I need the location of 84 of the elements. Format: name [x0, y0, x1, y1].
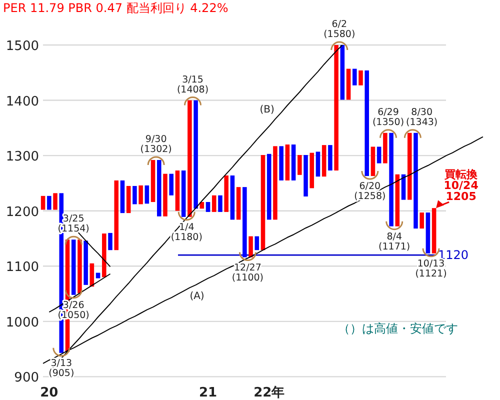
bar: [328, 145, 332, 170]
chart-title: PER 11.79 PBR 0.47 配当利回り 4.22%: [3, 1, 228, 15]
bar: [53, 193, 58, 210]
bar: [230, 175, 235, 220]
annotation: 8/30 (1343): [406, 106, 438, 128]
bar: [266, 154, 272, 220]
y-tick-label: 1400: [6, 94, 39, 110]
bar: [407, 132, 412, 200]
bar: [389, 132, 394, 226]
x-tick-label: 20: [40, 386, 58, 400]
bar: [298, 155, 302, 175]
bar: [163, 174, 168, 216]
bar: [420, 212, 424, 229]
bar: [346, 68, 351, 100]
annotation: 6/29 (1350): [372, 106, 404, 128]
annotation: 8/4 (1171): [378, 231, 410, 252]
bar: [316, 152, 320, 177]
y-tick-label: 1100: [6, 260, 39, 276]
x-tick-label: 22年: [254, 386, 285, 400]
bar: [40, 196, 46, 210]
bar: [322, 145, 326, 177]
bar: [194, 100, 198, 209]
bar: [132, 186, 137, 204]
bar: [96, 272, 100, 278]
bar: [414, 132, 418, 229]
bar: [395, 174, 400, 226]
bar: [364, 70, 369, 176]
annotation: 9/30 (1302): [140, 134, 172, 155]
bar: [224, 175, 228, 212]
bar: [169, 174, 174, 196]
bar: [157, 160, 162, 216]
bar: [242, 187, 247, 258]
bar: [212, 195, 216, 212]
bar: [370, 146, 376, 176]
bar: [310, 152, 314, 188]
annotation: 買転換 10/24 1205: [444, 168, 479, 204]
bar: [279, 146, 284, 180]
annotation: （）は高値・安値です: [338, 322, 458, 336]
bar: [273, 146, 278, 220]
bar: [236, 187, 241, 220]
bar: [401, 174, 406, 200]
y-tick-label: 1000: [6, 315, 39, 330]
bar: [71, 240, 76, 295]
bar: [340, 45, 345, 100]
bar: [120, 180, 125, 214]
bar: [426, 212, 430, 254]
y-tick-label: 900: [14, 370, 39, 386]
bar: [383, 132, 388, 164]
bar: [248, 236, 253, 258]
annotation: 12/27 (1100): [232, 262, 264, 284]
x-tick-label: 21: [198, 386, 218, 400]
bar: [78, 240, 82, 294]
bar: [291, 144, 296, 180]
bar: [114, 180, 119, 250]
bar: [181, 170, 186, 217]
bar: [188, 100, 192, 217]
bar: [47, 196, 52, 210]
bar: [138, 185, 143, 204]
annotation: 3/15 (1408): [176, 74, 209, 96]
y-tick-label: 1200: [6, 204, 39, 220]
bar: [84, 240, 88, 285]
bar: [376, 146, 382, 164]
bar: [175, 170, 180, 211]
bar: [150, 160, 156, 202]
bar: [254, 236, 260, 250]
annotation: 1/4 (1180): [170, 222, 202, 243]
bar: [144, 185, 150, 204]
bar: [358, 70, 363, 86]
bar: [126, 186, 131, 214]
annotation: 6/2 (1580): [324, 19, 356, 40]
bar: [218, 195, 222, 212]
bar: [352, 68, 357, 86]
bar: [334, 45, 338, 170]
bar: [432, 208, 436, 254]
series-label: (A): [190, 291, 204, 302]
bar: [206, 202, 210, 212]
bar: [102, 234, 106, 278]
bar: [304, 155, 308, 196]
bar: [285, 144, 290, 180]
y-tick-label: 1500: [6, 39, 39, 54]
y-tick-label: 1300: [6, 150, 39, 165]
series-label: (B): [260, 104, 275, 116]
bar: [260, 155, 266, 250]
bar: [108, 232, 112, 250]
